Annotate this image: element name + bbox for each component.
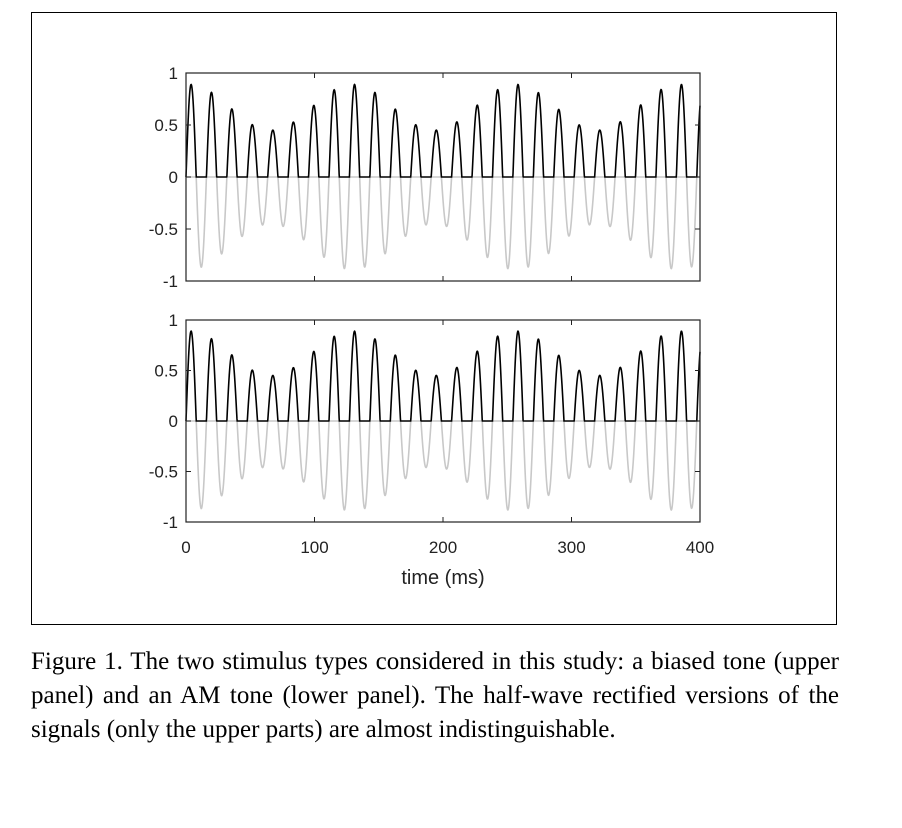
figure-caption: Figure 1. The two stimulus types conside… xyxy=(31,648,839,743)
x-axis-label: time (ms) xyxy=(401,567,484,589)
figure-plots: -1 -0.5 0 0.5 1 -1 -0.5 0 0.5 1 0 100 200 300 400 time … xyxy=(149,64,714,589)
x-tick-label: 0 xyxy=(181,538,190,557)
series-positive-half-line xyxy=(185,83,701,178)
y-tick-label: 0.5 xyxy=(154,116,178,135)
x-tick-label: 400 xyxy=(686,538,714,557)
series-positive-half-line xyxy=(185,330,701,422)
figure-frame xyxy=(31,12,837,625)
x-tick-label: 100 xyxy=(300,538,328,557)
y-tick-label: -0.5 xyxy=(149,220,178,239)
y-tick-label: -1 xyxy=(163,272,178,291)
y-tick-label: -1 xyxy=(163,513,178,532)
y-tick-label: 1 xyxy=(169,64,178,83)
x-tick-label: 300 xyxy=(557,538,585,557)
series-negative-half-line xyxy=(186,176,700,270)
y-tick-label: -0.5 xyxy=(149,463,178,482)
x-tick-label: 200 xyxy=(429,538,457,557)
y-tick-label: 0 xyxy=(169,412,178,431)
series-negative-half-line xyxy=(186,420,700,512)
y-tick-label: 1 xyxy=(169,311,178,330)
y-tick-label: 0 xyxy=(169,168,178,187)
y-tick-label: 0.5 xyxy=(154,362,178,381)
